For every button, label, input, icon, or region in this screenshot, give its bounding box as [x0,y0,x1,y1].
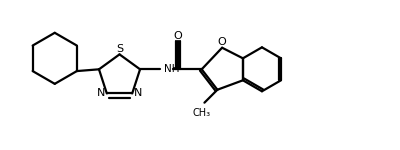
Text: N: N [134,88,142,98]
Text: NH: NH [164,64,179,74]
Text: S: S [116,44,124,54]
Text: O: O [217,37,226,47]
Text: N: N [97,88,106,98]
Text: CH₃: CH₃ [192,108,210,118]
Text: O: O [174,31,182,41]
